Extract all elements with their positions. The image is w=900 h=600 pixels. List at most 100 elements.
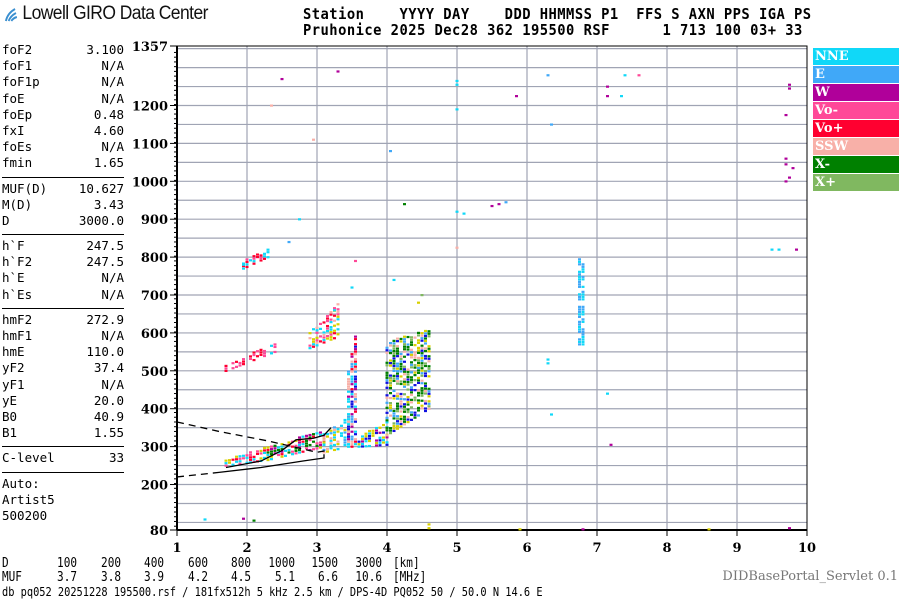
echo-point — [322, 336, 326, 339]
echo-point — [410, 386, 413, 389]
echo-point — [455, 108, 459, 111]
echo-point — [427, 392, 431, 395]
echo-point — [420, 352, 424, 355]
echo-point — [252, 255, 256, 258]
echo-point — [291, 450, 294, 453]
echo-point — [361, 437, 364, 441]
echo-point — [308, 344, 312, 347]
echo-point — [427, 400, 431, 403]
echo-point — [410, 391, 413, 394]
echo-point — [235, 455, 238, 458]
parameters-panel: foF2 3.100 foF1 N/A foF1p N/A foE N/A foEp 0.48 fx… — [2, 42, 124, 524]
echo-point — [581, 313, 585, 316]
echo-point — [389, 429, 392, 432]
echo-point — [606, 95, 609, 98]
echo-point — [413, 416, 417, 419]
echo-point — [273, 345, 277, 349]
echo-point — [420, 382, 424, 385]
echo-point — [385, 351, 389, 354]
echo-point — [326, 317, 329, 320]
echo-point — [420, 389, 424, 392]
echo-point — [319, 327, 322, 331]
echo-point — [389, 344, 392, 347]
echo-point — [707, 528, 711, 531]
echo-point — [319, 441, 322, 444]
muf-value: 5.1 — [274, 570, 295, 585]
echo-point — [329, 331, 333, 334]
echo-point — [333, 319, 336, 322]
echo-point — [413, 414, 417, 417]
muf-value: 4.5 — [231, 570, 251, 585]
echo-point — [427, 350, 431, 353]
echo-point — [259, 348, 263, 351]
echo-point — [326, 337, 329, 340]
distance-value: 400 — [144, 556, 164, 571]
echo-point — [578, 258, 581, 261]
echo-point — [340, 424, 343, 427]
param-row: fxI 4.60 — [2, 123, 124, 139]
echo-point — [420, 399, 424, 402]
echo-point — [245, 263, 249, 266]
echo-point — [392, 429, 396, 433]
echo-point — [403, 410, 406, 413]
echo-point — [385, 419, 389, 422]
echo-point — [375, 429, 378, 432]
param-label: yF2 — [2, 360, 25, 376]
echo-point — [417, 406, 420, 410]
echo-point — [578, 325, 581, 328]
echo-point — [350, 400, 354, 403]
echo-point — [396, 367, 399, 370]
echo-point — [350, 440, 354, 443]
echo-point — [389, 374, 392, 377]
echo-point — [385, 349, 389, 352]
echo-point — [329, 442, 333, 445]
divider — [2, 234, 124, 236]
echo-point — [424, 329, 427, 333]
echo-point — [385, 416, 389, 419]
param-value: N/A — [101, 139, 124, 155]
echo-point — [410, 353, 413, 356]
echo-point — [385, 436, 389, 439]
record-info: db pq052 20251228 195500.rsf / 181fx512h… — [2, 585, 543, 599]
echo-point — [238, 460, 242, 463]
echo-point — [389, 364, 392, 367]
echo-point — [340, 427, 343, 430]
echo-point — [417, 399, 420, 402]
echo-point — [420, 359, 424, 362]
auto-scaling-info: Auto: — [2, 475, 40, 491]
echo-point — [382, 441, 385, 444]
echo-point — [403, 393, 406, 396]
echo-point — [350, 445, 354, 448]
echo-point — [343, 418, 347, 422]
echo-point — [389, 351, 392, 355]
echo-point — [343, 431, 347, 434]
echo-point — [413, 366, 417, 369]
echo-point — [427, 375, 431, 378]
param-label: C-level — [2, 450, 55, 466]
echo-point — [375, 441, 378, 445]
echo-point — [403, 403, 406, 406]
echo-point — [350, 378, 354, 381]
echo-point — [420, 362, 424, 365]
echo-point — [413, 359, 417, 362]
echo-point — [333, 314, 336, 317]
echo-point — [389, 359, 392, 362]
echo-point — [385, 406, 389, 409]
echo-point — [312, 343, 315, 346]
echo-point — [385, 421, 389, 424]
param-label: h`F2 — [2, 254, 33, 270]
echo-point — [396, 380, 399, 383]
echo-point — [413, 396, 417, 399]
echo-point — [252, 353, 256, 357]
echo-point — [298, 218, 301, 221]
echo-point — [252, 358, 256, 362]
echo-point — [242, 363, 245, 366]
param-row: B0 40.9 — [2, 409, 124, 425]
echo-point — [413, 364, 417, 367]
echo-point — [375, 426, 378, 430]
echo-point — [581, 310, 585, 313]
param-label: foF1 — [2, 58, 33, 74]
echo-point — [385, 371, 389, 374]
echo-point — [417, 401, 420, 405]
param-value: 110.0 — [86, 344, 124, 360]
